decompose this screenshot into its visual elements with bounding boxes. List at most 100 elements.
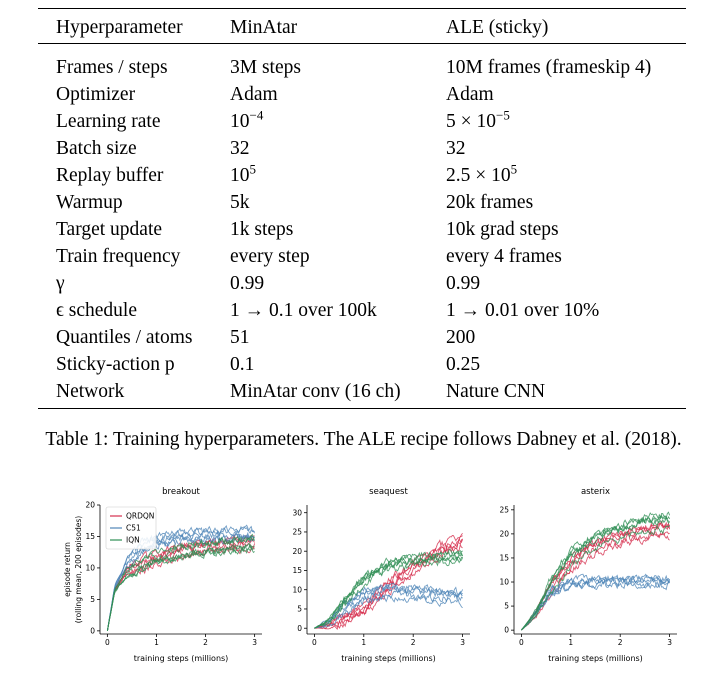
- table-cell-ale: Adam: [446, 84, 494, 105]
- table-cell-minatar: Adam: [230, 84, 278, 105]
- y-tick-label: 10: [292, 585, 302, 594]
- table-cell-minatar: 105: [230, 161, 256, 187]
- x-tick-label: 3: [460, 638, 465, 647]
- table-cell-ale: 5 × 10−5: [446, 107, 510, 133]
- table-cell-param: Target update: [56, 219, 163, 240]
- table-row: Target update 1k steps 10k grad steps: [38, 216, 686, 243]
- table-top-rule: [38, 8, 686, 9]
- series-line-c51: [106, 533, 255, 631]
- table-row: γ 0.99 0.99: [38, 270, 686, 297]
- table-cell-param: Batch size: [56, 138, 137, 159]
- table-cell-param: Replay buffer: [56, 165, 164, 186]
- header-hyperparameter: Hyperparameter: [56, 17, 183, 38]
- table-cell-minatar: 51: [230, 327, 250, 348]
- table-cell-ale: 2.5 × 105: [446, 161, 518, 187]
- y-tick-label: 10: [85, 564, 95, 573]
- y-tick-label: 5: [90, 595, 95, 604]
- y-tick-label: 20: [85, 501, 95, 510]
- chart-title: breakout: [162, 487, 200, 497]
- table-cell-ale: 1 → 0.01 over 10%: [446, 300, 600, 321]
- table-row: Batch size 32 32: [38, 135, 686, 162]
- table-cell-ale: 10M frames (frameskip 4): [446, 57, 652, 78]
- table-cell-minatar: 3M steps: [230, 57, 301, 78]
- x-tick-label: 0: [519, 638, 524, 647]
- table-cell-ale: Nature CNN: [446, 381, 546, 402]
- table-caption: Table 1: Training hyperparameters. The A…: [45, 429, 682, 450]
- y-axis-label: episode return: [63, 542, 72, 597]
- table-cell-param: ϵ schedule: [56, 300, 137, 321]
- table-row: Learning rate 10−4 5 × 10−5: [38, 108, 686, 135]
- x-tick-label: 1: [361, 638, 366, 647]
- y-tick-label: 30: [292, 508, 302, 517]
- x-tick-label: 3: [252, 638, 257, 647]
- y-tick-label: 25: [292, 528, 302, 537]
- table-cell-minatar: every step: [230, 246, 310, 267]
- series-line-c51: [106, 525, 255, 631]
- legend-label: C51: [126, 524, 141, 533]
- legend-box: [105, 506, 157, 550]
- x-tick-label: 0: [312, 638, 317, 647]
- table-row: Warmup 5k 20k frames: [38, 189, 686, 216]
- y-tick-label: 25: [499, 505, 509, 514]
- table-cell-minatar: 1k steps: [230, 219, 294, 240]
- x-axis-label: training steps (millions): [341, 654, 436, 663]
- y-tick-label: 0: [90, 626, 95, 635]
- table-row: Train frequency every step every 4 frames: [38, 243, 686, 270]
- table-cell-param: Network: [56, 381, 125, 402]
- table-cell-param: Warmup: [56, 192, 123, 213]
- table-cell-minatar: 5k: [230, 192, 250, 213]
- header-minatar: MinAtar: [230, 17, 298, 38]
- table-cell-param: Optimizer: [56, 84, 136, 105]
- x-tick-label: 0: [105, 638, 110, 647]
- y-tick-label: 5: [297, 605, 302, 614]
- table-cell-minatar: 1 → 0.1 over 100k: [230, 300, 377, 321]
- series-line-c51: [521, 576, 671, 631]
- table-row: Optimizer Adam Adam: [38, 81, 686, 108]
- table-bottom-rule: [38, 408, 686, 409]
- table-cell-param: Learning rate: [56, 111, 161, 132]
- table-cell-param: γ: [56, 273, 65, 294]
- table-cell-minatar: 0.99: [230, 273, 265, 294]
- y-tick-label: 0: [504, 626, 509, 635]
- series-line-c51: [314, 594, 463, 629]
- x-tick-label: 2: [411, 638, 416, 647]
- series-line-qrdqn: [106, 545, 255, 631]
- y-tick-label: 20: [292, 547, 302, 556]
- table-cell-ale: 0.99: [446, 273, 481, 294]
- series-line-c51: [521, 573, 670, 631]
- legend-label: IQN: [126, 536, 140, 545]
- chart-title: asterix: [581, 487, 610, 497]
- table-cell-ale: 32: [446, 138, 466, 159]
- table-row: Sticky-action p 0.1 0.25: [38, 351, 686, 378]
- x-tick-label: 2: [203, 638, 208, 647]
- y-tick-label: 15: [292, 566, 302, 575]
- series-line-iqn: [314, 556, 464, 629]
- y-tick-label: 15: [85, 532, 95, 541]
- header-ale: ALE (sticky): [446, 17, 549, 38]
- table-cell-ale: 20k frames: [446, 192, 534, 213]
- x-tick-label: 2: [618, 638, 623, 647]
- hyperparameter-table: Hyperparameter MinAtar ALE (sticky) Fram…: [38, 8, 686, 409]
- table-cell-ale: 0.25: [446, 354, 481, 375]
- table-cell-minatar: 32: [230, 138, 250, 159]
- y-tick-label: 0: [297, 624, 302, 633]
- table-cell-ale: 10k grad steps: [446, 219, 559, 240]
- x-axis-label: training steps (millions): [134, 654, 229, 663]
- table-cell-ale: every 4 frames: [446, 246, 562, 267]
- y-tick-label: 10: [499, 578, 509, 587]
- series-line-iqn: [314, 555, 463, 629]
- table-row: ϵ schedule 1 → 0.1 over 100k 1 → 0.01 over…: [38, 297, 686, 324]
- table-cell-param: Sticky-action p: [56, 354, 175, 375]
- table-cell-param: Train frequency: [56, 246, 181, 267]
- series-line-iqn: [521, 515, 670, 631]
- series-line-iqn: [106, 533, 255, 631]
- table-row: Frames / steps 3M steps 10M frames (frames…: [38, 54, 686, 81]
- x-tick-label: 1: [154, 638, 159, 647]
- y-axis-label: (rolling mean, 200 episodes): [74, 516, 83, 624]
- series-line-iqn: [314, 551, 463, 629]
- table-cell-param: Quantiles / atoms: [56, 327, 193, 348]
- table-row: Network MinAtar conv (16 ch) Nature CNN: [38, 378, 686, 405]
- series-line-iqn: [106, 543, 255, 631]
- x-axis-label: training steps (millions): [548, 654, 643, 663]
- table-row: Quantiles / atoms 51 200: [38, 324, 686, 351]
